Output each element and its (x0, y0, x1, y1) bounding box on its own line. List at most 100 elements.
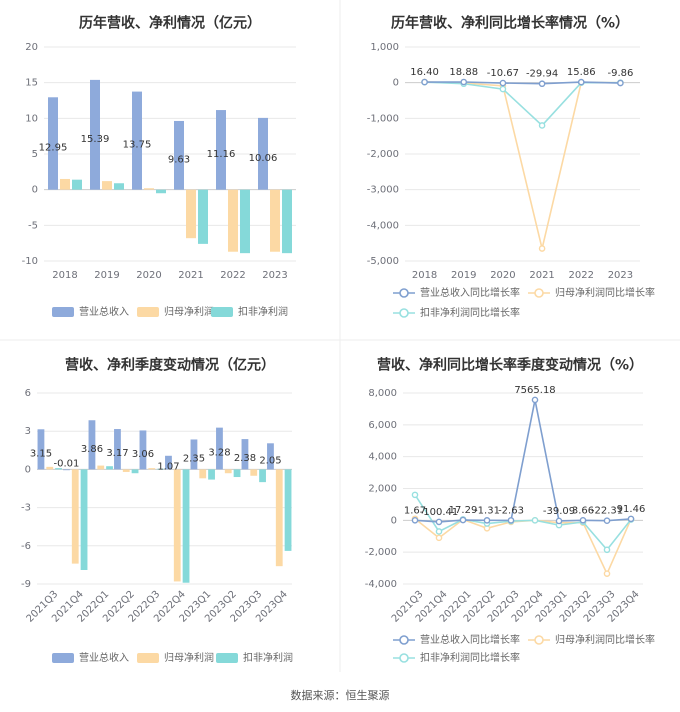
legend-label: 归母净利润 (164, 651, 214, 664)
y-tick-label: 8,000 (368, 388, 397, 399)
data-label: 2.05 (259, 455, 281, 466)
bar (165, 455, 172, 470)
bar (102, 181, 112, 190)
data-label: 13.75 (123, 140, 152, 151)
y-tick-label: -4,000 (367, 220, 399, 231)
bar (114, 429, 121, 470)
bar (37, 429, 45, 470)
series-point (603, 546, 611, 554)
x-tick-label: 2020 (136, 270, 161, 281)
series-point (577, 78, 585, 86)
data-label: -9.86 (607, 68, 633, 79)
bar (157, 468, 164, 470)
series-point (555, 517, 563, 525)
bar (60, 178, 70, 190)
legend-swatch (137, 653, 159, 663)
data-label: 15.39 (81, 134, 110, 145)
bar (216, 427, 223, 470)
legend-label: 归母净利润同比增长率 (555, 633, 655, 646)
y-tick-label: -3 (21, 503, 31, 514)
bar (250, 469, 258, 476)
bar (228, 189, 238, 252)
x-tick-label: 2021 (529, 270, 554, 281)
x-tick-label: 2019 (94, 270, 119, 281)
y-tick-label: -3,000 (367, 185, 399, 196)
series-line (424, 81, 621, 127)
data-label: 3.66 (572, 505, 594, 516)
x-tick-label: 2018 (412, 270, 437, 281)
bar (63, 469, 70, 471)
y-tick-label: -2,000 (365, 547, 397, 558)
series-point (435, 534, 443, 542)
y-tick-label: -9 (21, 579, 31, 590)
y-tick-label: 0 (25, 464, 31, 475)
bar (174, 120, 184, 190)
series-point (499, 79, 507, 87)
legend-label: 营业总收入 (79, 305, 129, 318)
legend-label: 扣非净利润 (238, 305, 288, 318)
y-tick-label: -5 (28, 220, 38, 231)
bar (198, 189, 208, 244)
series-point (421, 78, 428, 86)
series-point (435, 518, 443, 526)
series-point (627, 515, 635, 523)
data-label: -0.01 (54, 458, 80, 469)
bar (106, 466, 113, 470)
bar (114, 183, 124, 190)
x-tick-label: 2022 (569, 270, 594, 281)
y-tick-label: 2,000 (368, 484, 397, 495)
data-label: 3.28 (208, 448, 230, 459)
series-point (538, 80, 546, 88)
data-label: 9.63 (168, 154, 190, 165)
bar (156, 189, 166, 194)
data-label: 1.67 (404, 505, 426, 516)
y-tick-label: 0 (393, 78, 399, 89)
data-label: 3.17 (106, 448, 128, 459)
data-label: 16.40 (410, 67, 439, 78)
data-label: -29.94 (526, 69, 558, 80)
bar (275, 469, 283, 567)
x-tick-label: 2021 (178, 270, 203, 281)
bar (122, 469, 130, 472)
series-point (459, 516, 467, 524)
bar (224, 469, 232, 474)
data-label: 12.95 (39, 142, 68, 153)
legend-swatch (211, 307, 233, 317)
data-source: 数据来源：恒生聚源 (291, 688, 390, 702)
legend-label: 扣非净利润 (243, 651, 293, 664)
y-tick-label: 6,000 (368, 420, 397, 431)
y-tick-label: 3 (25, 426, 31, 437)
legend-label: 归母净利润 (164, 305, 214, 318)
bar (97, 465, 105, 470)
bar (186, 189, 196, 239)
series-point (579, 516, 587, 524)
data-label: 3.86 (81, 444, 103, 455)
data-label: 91.46 (617, 504, 646, 515)
y-tick-label: -10 (22, 256, 38, 267)
series-point (531, 517, 539, 524)
y-tick-label: -4,000 (365, 579, 397, 590)
data-label: -1.31 (474, 505, 500, 516)
data-label: 2.35 (183, 453, 205, 464)
data-label: 17.29 (449, 505, 478, 516)
bar (132, 91, 142, 190)
data-label: -39.09 (543, 506, 575, 517)
chart-title: 历年营收、净利情况（亿元） (79, 15, 261, 32)
legend-label: 营业总收入同比增长率 (420, 286, 520, 299)
legend-marker (399, 308, 409, 318)
data-label: 18.88 (449, 67, 478, 78)
y-tick-label: 10 (25, 113, 38, 124)
data-label: -100.41 (420, 507, 459, 518)
series-line (414, 399, 632, 523)
y-tick-label: 20 (25, 42, 38, 53)
series-point (603, 570, 611, 577)
legend-marker (534, 288, 544, 298)
bar (282, 189, 292, 254)
data-label: -22.31 (591, 506, 623, 517)
bar (270, 189, 280, 252)
bar (80, 469, 88, 570)
bar (90, 79, 100, 190)
x-tick-label: 2019 (451, 270, 476, 281)
series-point (411, 491, 419, 499)
bar (71, 469, 79, 564)
